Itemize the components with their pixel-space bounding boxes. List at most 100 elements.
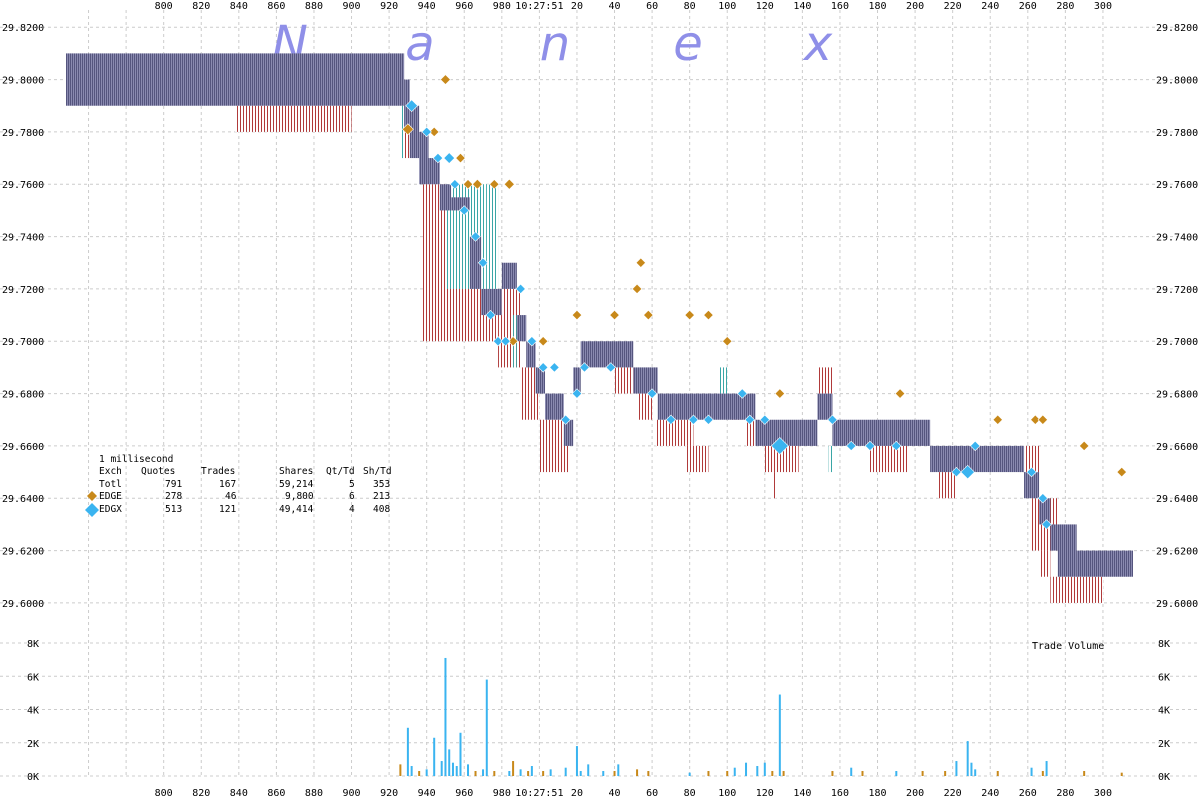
edgx-trade-marker	[443, 152, 456, 164]
volume-bar	[782, 771, 785, 776]
volume-bar	[474, 771, 477, 776]
edgx-trade-marker	[549, 362, 560, 373]
price-tick-label-right: 29.7600	[1156, 180, 1198, 191]
price-tick-label-left: 29.7600	[2, 180, 44, 191]
volume-bar	[406, 727, 409, 776]
edge-trade-marker	[609, 309, 620, 321]
volume-tick-label-left: 4K	[27, 706, 39, 717]
price-tick-label-left: 29.7800	[2, 128, 44, 139]
bid-only-bands	[235, 105, 1103, 603]
edge-trade-marker	[401, 123, 414, 136]
price-tick-label-right: 29.6600	[1156, 442, 1198, 453]
x-tick-label-bottom: 180	[868, 788, 886, 799]
watermark-letter: n	[540, 16, 570, 72]
nbbo-band	[657, 393, 675, 420]
x-tick-label-bottom: 960	[455, 788, 473, 799]
x-tick-label-top: 200	[906, 1, 924, 12]
bid-only-band	[1020, 445, 1040, 473]
header-shares: Shares	[279, 466, 314, 478]
edgx-trade-marker	[500, 336, 511, 347]
volume-bar	[530, 766, 533, 776]
volume-tick-label-left: 0K	[27, 772, 39, 783]
volume-bar	[587, 764, 590, 776]
x-tick-label-bottom: 800	[155, 788, 173, 799]
volume-bar	[1120, 772, 1123, 776]
edgx-trade-marker	[1037, 493, 1048, 504]
volume-bar	[617, 764, 620, 776]
grid-lines	[0, 10, 1200, 777]
cell-shares: 49,414	[279, 503, 314, 515]
volume-bar	[410, 766, 413, 776]
price-tick-label-left: 29.8000	[2, 76, 44, 87]
volume-bar	[756, 766, 759, 776]
price-tick-label-right: 29.6200	[1156, 547, 1198, 558]
nbbo-band	[1050, 524, 1058, 551]
bid-only-band	[235, 105, 352, 132]
nbbo-band	[469, 236, 482, 289]
edgx-trade-marker	[405, 99, 419, 113]
x-tick-label-bottom: 140	[793, 788, 811, 799]
edgx-trade-marker	[744, 414, 755, 425]
nbbo-band	[419, 131, 429, 185]
header-trades: Trades	[201, 466, 236, 478]
volume-bar	[564, 767, 567, 776]
edgx-trade-marker	[537, 362, 549, 373]
x-tick-label-top: 840	[230, 1, 248, 12]
edge-trade-marker	[489, 179, 500, 190]
edge-trade-marker	[631, 283, 643, 295]
volume-bar	[850, 767, 853, 776]
watermark-letter: e	[673, 16, 703, 72]
volume-bar	[512, 761, 515, 776]
volume-bar	[444, 657, 447, 776]
x-tick-label-bottom: 60	[646, 788, 658, 799]
cell-shares: 59,214	[279, 478, 314, 490]
nbbo-band	[409, 105, 420, 159]
edgx-trade-marker	[891, 440, 902, 452]
nbbo-band	[488, 288, 502, 316]
price-tick-label-left: 29.7000	[2, 337, 44, 348]
price-tick-label-right: 29.6000	[1156, 599, 1198, 610]
x-tick-label-top: 920	[380, 1, 398, 12]
cell-quotes: 513	[165, 503, 183, 515]
x-tick-label-top: 820	[192, 1, 210, 12]
volume-bar	[745, 762, 748, 776]
x-tick-label-top: 860	[267, 1, 285, 12]
volume-bar	[763, 762, 766, 776]
price-tick-label-left: 29.6200	[2, 547, 44, 558]
header-quotes: Quotes	[141, 466, 176, 478]
interval-label: 1 millisecond	[99, 454, 174, 465]
bid-only-band	[870, 445, 908, 473]
volume-tick-label-right: 2K	[1158, 739, 1170, 750]
volume-bar	[467, 764, 470, 776]
volume-bar	[778, 694, 781, 776]
price-tick-label-left: 29.6800	[2, 390, 44, 401]
x-tick-label-bottom: 300	[1094, 788, 1112, 799]
nbbo-band	[730, 393, 756, 420]
volume-bar	[955, 761, 958, 776]
x-tick-label-top: 20	[571, 1, 583, 12]
edgx-trade-marker	[770, 436, 789, 455]
x-tick-label-bottom: 40	[609, 788, 621, 799]
x-tick-label-bottom: 80	[684, 788, 696, 799]
bid-only-band	[1050, 576, 1103, 603]
bid-only-band	[614, 367, 634, 394]
volume-bar	[448, 749, 451, 776]
x-tick-label-top: 260	[1019, 1, 1037, 12]
cell-quotes: 278	[165, 491, 183, 503]
price-tick-label-left: 29.6400	[2, 494, 44, 505]
x-tick-label-top: 220	[944, 1, 962, 12]
price-tick-label-right: 29.7400	[1156, 233, 1198, 244]
edgx-trade-marker	[477, 257, 489, 268]
x-tick-label-bottom: 260	[1019, 788, 1037, 799]
bid-only-band	[637, 393, 653, 420]
edgx-trade-marker	[560, 414, 571, 425]
header-sh-td: Sh/Td	[363, 466, 392, 478]
ask-only-bands	[400, 105, 833, 473]
x-tick-label-top: 880	[305, 1, 323, 12]
nbbo-band	[580, 341, 634, 368]
volume-bar	[440, 761, 443, 776]
nbbo-band	[563, 419, 574, 446]
nbbo-band	[573, 367, 581, 394]
edgx-trade-marker	[827, 414, 838, 425]
nbbo-band	[1039, 498, 1051, 525]
